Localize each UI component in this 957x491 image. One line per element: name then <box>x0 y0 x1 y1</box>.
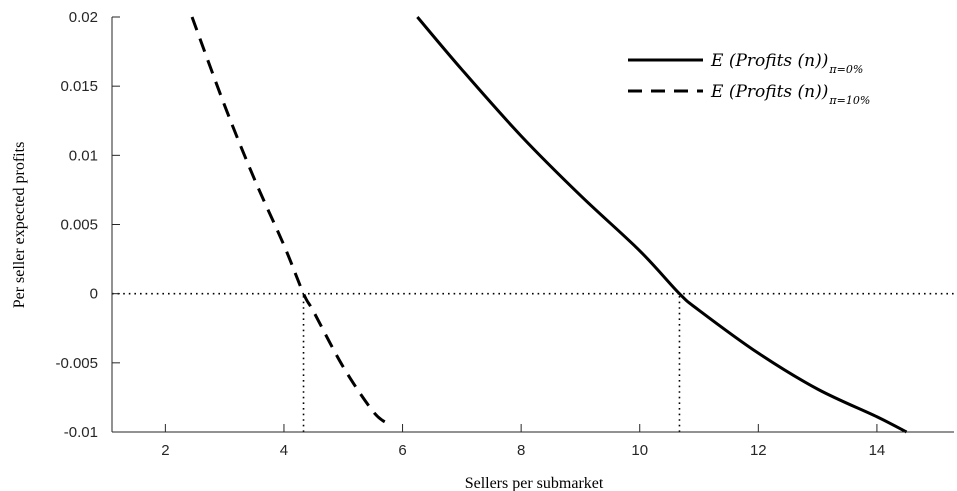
x-axis-title: Sellers per submarket <box>465 475 604 491</box>
y-tick-label: 0.01 <box>69 147 98 164</box>
axes <box>111 17 954 433</box>
legend-label-subscript: π=0% <box>828 63 863 76</box>
x-tick-label: 2 <box>161 442 169 459</box>
y-tick-label: 0.015 <box>60 78 98 95</box>
x-tick-label: 8 <box>517 442 525 459</box>
legend-label-subscript: π=10% <box>828 94 870 107</box>
legend: E (Profits (n)) π=0%E (Profits (n)) π=10% <box>628 51 870 107</box>
y-axis-title: Per seller expected profits <box>11 142 28 309</box>
legend-label: E (Profits (n)) <box>710 82 828 102</box>
series-line-pi-0 <box>416 16 908 434</box>
x-tick-label: 4 <box>280 442 288 459</box>
x-tick-label: 12 <box>750 442 767 459</box>
x-tick-label: 10 <box>631 442 648 459</box>
y-tick-label: -0.005 <box>55 355 98 372</box>
y-axis-ticks: -0.01 -0.005 0 0.005 0.01 0.015 0.02 <box>55 9 120 441</box>
y-tick-label: 0.005 <box>60 217 98 234</box>
series-line-pi-10 <box>190 16 389 425</box>
legend-label: E (Profits (n)) <box>710 51 828 71</box>
y-tick-label: 0.02 <box>69 9 98 26</box>
x-tick-label: 6 <box>398 442 406 459</box>
reference-lines <box>112 292 954 432</box>
x-tick-label: 14 <box>869 442 886 459</box>
y-tick-label: -0.01 <box>64 424 98 441</box>
x-axis-ticks: 2 4 6 8 10 12 14 <box>161 424 885 459</box>
plot-area: 2 4 6 8 10 12 14 -0.01 -0.005 0 0.005 0.01 0.015 0.0… <box>55 9 954 459</box>
series-lines <box>190 16 908 434</box>
y-tick-label: 0 <box>90 286 98 303</box>
